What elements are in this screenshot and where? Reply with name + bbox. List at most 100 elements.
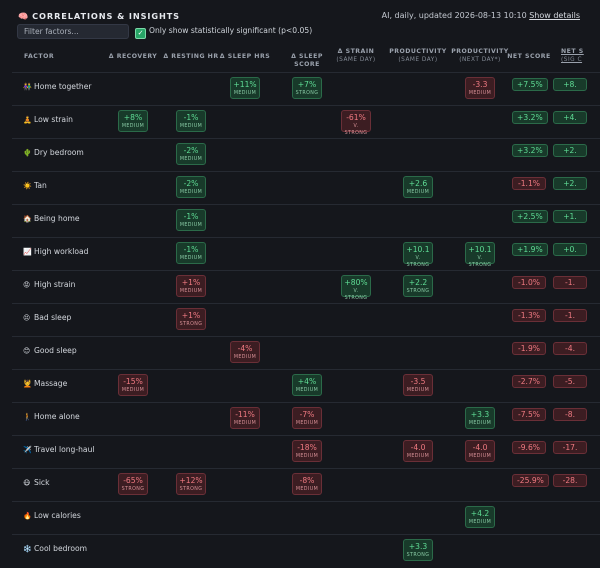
filter-factors-input[interactable] — [17, 24, 129, 39]
factor-icon: 😡 — [23, 281, 31, 289]
metric-badge-recovery: -15% MEDIUM — [118, 374, 148, 396]
column-header-label: Δ SLEEP HRS — [219, 53, 271, 60]
metric-strength: STRONG — [121, 487, 145, 492]
factor-icon: 🏠 — [23, 215, 32, 223]
show-details-link[interactable]: Show details — [529, 11, 580, 20]
column-header-rhr[interactable]: Δ RESTING HR — [161, 53, 221, 61]
column-header-sublabel: (SIG C — [561, 57, 583, 63]
net-score-sig-badge: +2. — [553, 144, 587, 157]
net-score-badge: +2.5% — [512, 210, 548, 223]
metric-value: -1% — [183, 113, 199, 122]
net-score-sig-badge: -1. — [553, 276, 587, 289]
net-score-sig-badge: +2. — [553, 177, 587, 190]
metric-strength: STRONG — [406, 289, 430, 294]
panel-header: 🧠 CORRELATIONS & INSIGHTS AI, daily, upda… — [18, 10, 600, 24]
metric-badge-prod-same: +2.2 STRONG — [403, 275, 433, 297]
update-meta: AI, daily, updated 2026-08-13 10:10 Show… — [382, 11, 580, 20]
table-row[interactable]: 🚶 Home alone -11% MEDIUM -7% MEDIUM +3.3 MEDIUM… — [12, 402, 600, 436]
metric-badge-prod-same: +10.1 V. STRONG — [403, 242, 433, 268]
factor-cell: 💆 Massage — [23, 379, 67, 388]
factor-icon: 💆 — [23, 380, 32, 388]
factor-name: Home alone — [34, 412, 80, 421]
factor-name: Cool bedroom — [34, 544, 88, 553]
column-header-prod-same[interactable]: PRODUCTIVITY (SAME DAY) — [388, 48, 448, 64]
table-row[interactable]: 📈 High workload -1% MEDIUM +10.1 V. STRONG +10… — [12, 237, 600, 271]
table-row[interactable]: ❄️ Cool bedroom +3.3 STRONG — [12, 534, 600, 568]
metric-strength: MEDIUM — [295, 454, 319, 459]
column-header-prod-next[interactable]: PRODUCTIVITY (NEXT DAY*) — [450, 48, 510, 64]
metric-value: +3.3 — [408, 542, 428, 551]
metric-value: -3.5 — [410, 377, 426, 386]
column-header-label: NET SCORE — [507, 53, 551, 60]
column-header-sublabel: (NEXT DAY*) — [459, 57, 501, 63]
table-row[interactable]: 🔥 Low calories +4.2 MEDIUM — [12, 501, 600, 535]
net-score-sig-badge: +0. — [553, 243, 587, 256]
metric-badge-sleep-hrs: -4% MEDIUM — [230, 341, 260, 363]
table-row[interactable]: 👫 Home together +11% MEDIUM +7% STRONG -3.3 MED… — [12, 72, 600, 106]
metric-value: +11% — [233, 80, 257, 89]
factor-name: Travel long-haul — [34, 445, 95, 454]
metric-badge-sleep-score: -8% MEDIUM — [292, 473, 322, 495]
table-row[interactable]: ☀️ Tan -2% MEDIUM +2.6 MEDIUM -1.1% +2. — [12, 171, 600, 205]
metric-value: -18% — [297, 443, 317, 452]
factor-icon: 😊 — [23, 347, 31, 355]
column-header-sleep-score[interactable]: Δ SLEEP SCORE — [277, 53, 337, 69]
column-header-net[interactable]: NET SCORE — [504, 53, 554, 61]
metric-badge-prod-next: +4.2 MEDIUM — [465, 506, 495, 528]
metric-value: +2.2 — [408, 278, 428, 287]
metric-strength: STRONG — [406, 553, 430, 558]
metric-strength: MEDIUM — [121, 124, 145, 129]
factor-icon: 🧘 — [23, 116, 32, 124]
table-row[interactable]: 🌵 Dry bedroom -2% MEDIUM +3.2% +2. — [12, 138, 600, 172]
factor-cell: 🌵 Dry bedroom — [23, 148, 84, 157]
metric-badge-sleep-hrs: -11% MEDIUM — [230, 407, 260, 429]
metric-strength: MEDIUM — [179, 289, 203, 294]
table-row[interactable]: 💆 Massage -15% MEDIUM +4% MEDIUM -3.5 MEDIUM -2.… — [12, 369, 600, 403]
metric-badge-rhr: -2% MEDIUM — [176, 143, 206, 165]
column-header-factor[interactable]: FACTOR — [24, 53, 84, 61]
metric-value: +4% — [297, 377, 317, 386]
significance-toggle[interactable]: ✓ Only show statistically significant (p<… — [135, 26, 312, 39]
metric-strength: MEDIUM — [295, 421, 319, 426]
metric-badge-rhr: +1% STRONG — [176, 308, 206, 330]
metric-strength: MEDIUM — [406, 190, 430, 195]
table-row[interactable]: 🏠 Being home -1% MEDIUM +2.5% +1. — [12, 204, 600, 238]
table-row[interactable]: 😣 Bad sleep +1% STRONG -1.3% -1. — [12, 303, 600, 337]
column-header-sleep-hrs[interactable]: Δ SLEEP HRS — [218, 53, 273, 61]
metric-value: +4.2 — [470, 509, 490, 518]
brain-icon: 🧠 — [18, 11, 30, 21]
table-row[interactable]: 😷 Sick -65% STRONG +12% STRONG -8% MEDIUM -25.9%… — [12, 468, 600, 502]
table-header: FACTOR Δ RECOVERY Δ RESTING HR Δ SLEEP HRS Δ… — [0, 48, 600, 72]
column-header-strain[interactable]: Δ STRAIN (SAME DAY) — [331, 48, 381, 64]
metric-badge-prod-next: -3.3 MEDIUM — [465, 77, 495, 99]
metric-badge-recovery: -65% STRONG — [118, 473, 148, 495]
metric-value: +1% — [181, 278, 201, 287]
table-row[interactable]: 🧘 Low strain +8% MEDIUM -1% MEDIUM -61% V. STRO… — [12, 105, 600, 139]
column-header-recovery[interactable]: Δ RECOVERY — [103, 53, 163, 61]
table-row[interactable]: 😡 High strain +1% MEDIUM +80% V. STRONG +2.2 ST… — [12, 270, 600, 304]
checkbox-checked-icon[interactable]: ✓ — [135, 28, 146, 39]
metric-strength: MEDIUM — [295, 487, 319, 492]
metric-strength: V. STRONG — [344, 124, 368, 136]
metric-value: -15% — [123, 377, 143, 386]
factor-name: Bad sleep — [34, 313, 72, 322]
metric-strength: MEDIUM — [295, 388, 319, 393]
table-row[interactable]: 😊 Good sleep -4% MEDIUM -1.9% -4. — [12, 336, 600, 370]
factor-cell: 📈 High workload — [23, 247, 88, 256]
metric-badge-sleep-score: +4% MEDIUM — [292, 374, 322, 396]
net-score-sig-badge: -1. — [553, 309, 587, 322]
column-header-label: NET S — [561, 48, 584, 55]
factor-icon: 😷 — [23, 479, 31, 487]
metric-badge-prod-next: +10.1 V. STRONG — [465, 242, 495, 268]
metric-strength: MEDIUM — [406, 454, 430, 459]
factor-cell: 😣 Bad sleep — [23, 313, 71, 322]
metric-value: -1% — [183, 212, 199, 221]
column-header-label: PRODUCTIVITY — [389, 48, 447, 55]
metric-badge-prod-same: -4.0 MEDIUM — [403, 440, 433, 462]
metric-badge-strain: -61% V. STRONG — [341, 110, 371, 136]
factor-cell: 🧘 Low strain — [23, 115, 73, 124]
column-header-net-sig[interactable]: NET S (SIG C — [561, 48, 600, 64]
metric-value: -65% — [123, 476, 143, 485]
net-score-badge: -1.1% — [512, 177, 546, 190]
table-row[interactable]: ✈️ Travel long-haul -18% MEDIUM -4.0 MEDIUM -4… — [12, 435, 600, 469]
